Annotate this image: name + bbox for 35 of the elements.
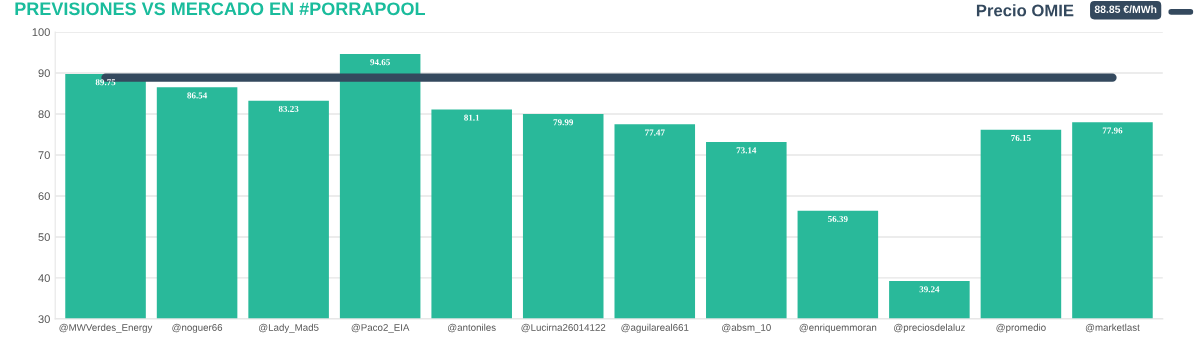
x-tick-label: @enriquemmoran: [799, 323, 877, 333]
x-tick-label: @noguer66: [172, 323, 223, 333]
x-tick-label: @aguilareal661: [621, 323, 689, 333]
data-label: 77.96: [1102, 127, 1123, 134]
x-tick-label: @MWVerdes_Energy: [59, 323, 153, 333]
x-tick-label: @Paco2_EIA: [351, 323, 410, 333]
y-tick-label: 60: [38, 192, 50, 201]
x-tick-label: @promedio: [996, 323, 1046, 333]
x-tick-label: @Lucirna26014122: [521, 323, 606, 333]
data-label: 83.23: [278, 105, 299, 113]
data-label: 39.24: [919, 286, 940, 293]
y-tick-label: 30: [38, 315, 50, 324]
data-label: 77.47: [645, 129, 665, 136]
y-tick-label: 40: [38, 274, 50, 283]
y-tick-label: 80: [38, 110, 50, 119]
x-tick-label: @Lady_Mad5: [259, 323, 319, 333]
data-label: 86.54: [187, 92, 208, 99]
text: 88.85 €/MWh: [1094, 5, 1157, 14]
legend-label: Precio OMIE: [976, 4, 1074, 17]
x-tick-label: @preciosdelaluz: [894, 323, 965, 333]
y-tick-label: 90: [38, 69, 50, 78]
x-tick-label: @absm_10: [722, 323, 771, 333]
data-label: 73.14: [736, 147, 757, 154]
data-label: 89.75: [95, 79, 116, 86]
x-tick-label: @marketlast: [1085, 323, 1140, 333]
y-tick-label: 70: [38, 151, 50, 160]
x-tick-label: @antoniles: [448, 323, 496, 333]
y-tick-label: 100: [32, 28, 50, 37]
data-label: 94.65: [370, 59, 390, 66]
data-label: 81.1: [464, 114, 480, 121]
chart-title: PREVISIONES VS MERCADO EN #PORRAPOOL: [15, 2, 425, 16]
y-tick-label: 50: [38, 233, 50, 242]
data-label: 79.99: [553, 119, 574, 126]
data-label: 56.39: [828, 215, 848, 223]
data-label: 76.15: [1011, 134, 1031, 142]
